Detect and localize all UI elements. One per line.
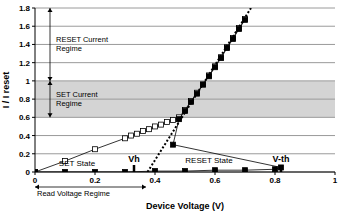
y-tick-label: 0.6 [19,113,31,122]
series-marker [129,133,134,138]
state-label: SET State [59,159,96,168]
threshold-mark [280,165,283,172]
series-marker [93,170,98,173]
x-tick [275,172,276,175]
threshold-mark [133,165,136,172]
series-marker [141,129,146,134]
series-marker [159,122,164,127]
y-tick-label: 1 [26,77,31,86]
series-marker [35,170,38,173]
series-marker [93,147,98,152]
y-tick-label: 1.8 [19,4,31,13]
series-marker [123,170,128,173]
read-regime-label: Read Voltage Regime [37,189,110,198]
x-tick-label: 0.2 [89,176,101,185]
series-marker [63,170,68,173]
x-tick-label: 1 [333,176,338,185]
y-tick-label: 0.8 [19,95,31,104]
regime-label-line: Regime [56,44,82,53]
series-marker [153,124,158,129]
series-line [148,8,252,172]
series-marker [135,131,140,136]
regime-band [35,81,335,117]
x-tick [95,172,96,175]
grid-line [35,135,335,136]
series-marker [213,65,218,70]
x-tick [335,172,336,175]
threshold-label: Vh [128,154,140,164]
series-marker [273,167,278,172]
grid-line [35,117,335,118]
series-marker [213,168,218,172]
series-marker [165,119,170,124]
y-tick-label: 0 [26,168,31,177]
series-marker [171,142,176,147]
x-tick-label: 0.6 [209,176,221,185]
x-tick [215,172,216,175]
grid-line [35,8,335,9]
x-tick-label: 0.4 [149,176,161,185]
series-group [35,8,284,172]
x-tick [35,172,36,175]
y-tick-label: 1.2 [19,59,31,68]
y-axis [35,8,36,172]
series-marker [243,17,248,22]
grid-line [35,80,335,81]
x-axis-title: Device Voltage (V) [146,201,224,211]
series-marker [153,169,158,172]
regime-label-line: Regime [56,99,82,108]
arrow-head [142,185,146,190]
grid-line [35,26,335,27]
series-marker [183,169,188,172]
series-marker [123,136,128,141]
arrow-head [48,81,53,85]
y-tick-label: 1.6 [19,22,31,31]
arrow-head [48,8,53,12]
series-marker [171,118,176,123]
regime-label: RESET CurrentRegime [56,35,109,53]
series-marker [147,127,152,132]
regime-arrow [50,81,51,117]
grid-line [35,62,335,63]
y-tick-label: 1.4 [19,40,31,49]
regime-label-line: RESET Current [56,35,109,44]
series-line [35,20,281,172]
series-marker [243,168,248,172]
read-regime-arrow [35,187,146,188]
y-tick-label: 0.2 [19,150,31,159]
x-tick-label: 0 [33,176,38,185]
y-axis-title: I / I reset [1,72,11,109]
x-tick [155,172,156,175]
y-tick-label: 0.4 [19,132,31,141]
series-marker [35,170,38,173]
regime-label-line: SET Current [56,90,98,99]
chart: 0 0.2 0.4 0.6 0.8 1 1.2 1.4 1.6 1.8 0 0.2 0.4 0.6 0.8 1… [0,0,350,213]
threshold-label: V-th [273,154,290,164]
arrow-head [48,113,53,117]
arrow-head [48,77,53,81]
regime-arrow [50,8,51,81]
x-tick-label: 0.8 [269,176,281,185]
series-line [35,19,245,172]
grid-line [35,153,335,154]
state-label: RESET State [185,156,233,165]
regime-label: SET CurrentRegime [56,90,98,108]
